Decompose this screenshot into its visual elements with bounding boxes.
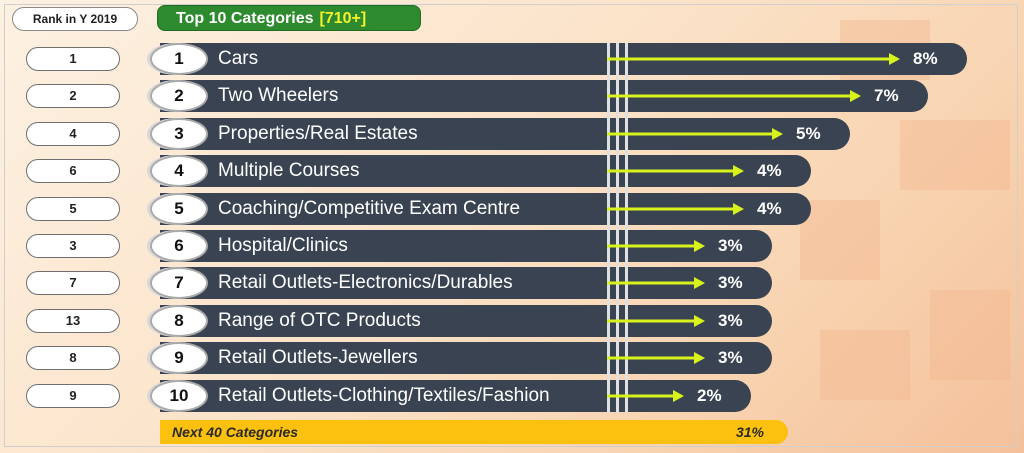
rank-2019-pill: 9 (26, 384, 120, 408)
value-arrow-head (694, 352, 705, 364)
rank-2019-pill: 5 (26, 197, 120, 221)
axis-rails (607, 43, 629, 413)
rail-line (607, 43, 610, 413)
next-categories-label: Next 40 Categories (172, 424, 299, 440)
value-label: 5% (796, 124, 821, 143)
value-label: 3% (718, 236, 743, 255)
rank-2019-pill: 3 (26, 234, 120, 258)
bg-tile (930, 290, 1010, 380)
value-arrow-head (733, 203, 744, 215)
value-arrow-head (733, 165, 744, 177)
position-badge: 2 (150, 80, 208, 112)
chart-frame (4, 4, 1018, 447)
value-label: 3% (718, 348, 743, 367)
value-arrow-head (673, 390, 684, 402)
category-label: Multiple Courses (218, 160, 360, 181)
category-label: Retail Outlets-Electronics/Durables (218, 272, 513, 293)
value-label: 2% (697, 386, 722, 405)
value-arrow-head (694, 240, 705, 252)
rail-line (625, 43, 628, 413)
value-label: 3% (718, 273, 743, 292)
position-badge: 10 (150, 380, 208, 412)
category-label: Cars (218, 48, 259, 69)
rank-2019-pill: 2 (26, 84, 120, 108)
rank-2019-pill: 7 (26, 271, 120, 295)
category-label: Retail Outlets-Clothing/Textiles/Fashion (218, 385, 550, 406)
position-badge: 1 (150, 43, 208, 75)
value-arrow-head (850, 90, 861, 102)
position-badge: 8 (150, 305, 208, 337)
title-text: Top 10 Categories (176, 10, 314, 27)
rank-2019-pill: 8 (26, 346, 120, 370)
category-label: Hospital/Clinics (218, 235, 348, 256)
rank-2019-pill: 6 (26, 159, 120, 183)
value-arrow-head (694, 277, 705, 289)
chart-title: Top 10 Categories [710+] (157, 5, 421, 31)
category-label: Properties/Real Estates (218, 123, 418, 144)
next-categories-bar: Next 40 Categories 31% (160, 420, 788, 444)
rank-2019-pill: 4 (26, 122, 120, 146)
next-categories-value: 31% (735, 424, 764, 440)
value-arrow-head (772, 128, 783, 140)
position-badge: 7 (150, 267, 208, 299)
category-label: Two Wheelers (218, 85, 339, 106)
bg-tile (800, 200, 880, 280)
value-label: 7% (874, 86, 899, 105)
category-label: Coaching/Competitive Exam Centre (218, 198, 521, 219)
position-badge: 3 (150, 118, 208, 150)
rank-header: Rank in Y 2019 (12, 7, 138, 31)
rail-line (616, 43, 619, 413)
category-label: Range of OTC Products (218, 310, 421, 331)
position-badge: 5 (150, 193, 208, 225)
position-badge: 9 (150, 342, 208, 374)
value-label: 3% (718, 311, 743, 330)
value-label: 4% (757, 161, 782, 180)
bg-tile (900, 120, 1010, 190)
value-label: 4% (757, 199, 782, 218)
value-arrow-head (694, 315, 705, 327)
value-label: 8% (913, 49, 938, 68)
value-arrow-head (889, 53, 900, 65)
position-badge: 4 (150, 155, 208, 187)
category-label: Retail Outlets-Jewellers (218, 347, 418, 368)
rank-2019-pill: 1 (26, 47, 120, 71)
position-badge: 6 (150, 230, 208, 262)
bg-tile (820, 330, 910, 400)
title-count: [710+] (319, 10, 367, 27)
rank-2019-pill: 13 (26, 309, 120, 333)
